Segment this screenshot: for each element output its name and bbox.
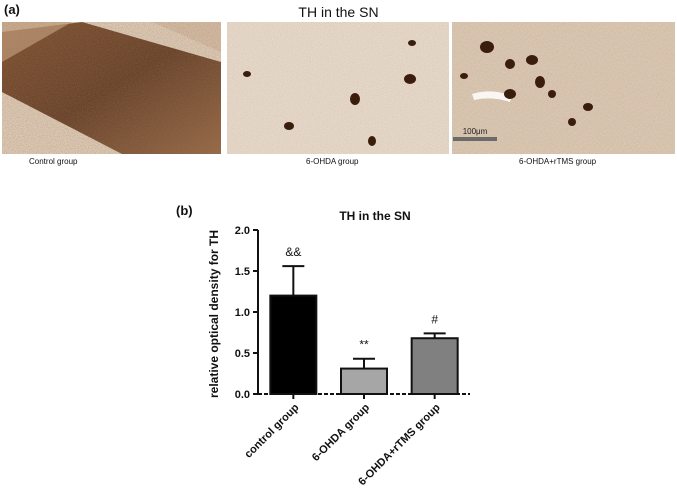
bar-chart: TH in the SN relative optical density fo… xyxy=(207,209,470,488)
chart-title: TH in the SN xyxy=(339,209,410,223)
x-tick-label: control group xyxy=(242,401,301,460)
y-tick-label: 1.5 xyxy=(235,266,250,278)
y-tick-label: 2.0 xyxy=(235,225,250,237)
x-tick-label: 6-OHDA+rTMS group xyxy=(356,401,443,488)
y-axis-label: relative optical density for TH xyxy=(207,230,221,398)
significance-annotation: && xyxy=(285,245,301,259)
caption-6ohda: 6-OHDA group xyxy=(306,157,359,166)
panel-a-title: TH in the SN xyxy=(298,4,379,20)
bar xyxy=(269,294,318,395)
y-tick-label: 1.0 xyxy=(235,307,250,319)
panel-b-label: (b) xyxy=(176,203,193,218)
scale-bar-label: 100μm xyxy=(462,127,488,136)
significance-annotation: ** xyxy=(359,338,369,352)
bar xyxy=(340,367,388,396)
x-tick-label: 6-OHDA group xyxy=(310,401,372,463)
y-tick-label: 0.0 xyxy=(235,389,250,401)
micrograph-control xyxy=(2,22,221,154)
y-tick-label: 0.5 xyxy=(235,348,250,360)
significance-annotation: # xyxy=(431,312,438,326)
caption-control: Control group xyxy=(29,157,78,166)
scale-bar: 100μm xyxy=(453,127,497,141)
micrograph-6ohda xyxy=(227,22,449,154)
caption-6ohda-rtms: 6-OHDA+rTMS group xyxy=(519,157,597,166)
scale-bar-line xyxy=(453,137,497,141)
bar xyxy=(410,337,459,396)
panel-a-label: (a) xyxy=(4,2,20,17)
micrograph-6ohda-rtms xyxy=(452,22,675,154)
